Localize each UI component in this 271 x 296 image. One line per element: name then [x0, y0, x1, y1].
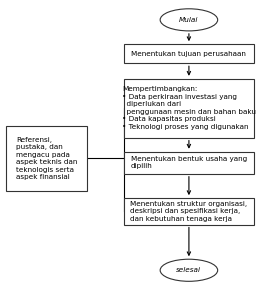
- Text: Menentukan struktur organisasi,
deskripsi dan spesifikasi kerja,
dan kebutuhan t: Menentukan struktur organisasi, deskrips…: [130, 201, 247, 222]
- Text: Mempertimbangkan:
• Data perkiraan investasi yang
  diperlukan dari
  penggunaan: Mempertimbangkan: • Data perkiraan inves…: [122, 86, 256, 130]
- Text: selesai: selesai: [176, 267, 201, 273]
- FancyBboxPatch shape: [124, 198, 254, 225]
- FancyBboxPatch shape: [124, 152, 254, 174]
- FancyBboxPatch shape: [124, 44, 254, 63]
- FancyBboxPatch shape: [6, 126, 87, 191]
- Ellipse shape: [160, 259, 218, 281]
- Text: Referensi,
pustaka, dan
mengacu pada
aspek teknis dan
teknologis serta
aspek fin: Referensi, pustaka, dan mengacu pada asp…: [16, 136, 77, 180]
- FancyBboxPatch shape: [124, 79, 254, 138]
- Text: Mulai: Mulai: [179, 17, 199, 23]
- Ellipse shape: [160, 9, 218, 31]
- Text: Menentukan bentuk usaha yang
dipilih: Menentukan bentuk usaha yang dipilih: [131, 156, 247, 170]
- Text: Menentukan tujuan perusahaan: Menentukan tujuan perusahaan: [131, 51, 246, 57]
